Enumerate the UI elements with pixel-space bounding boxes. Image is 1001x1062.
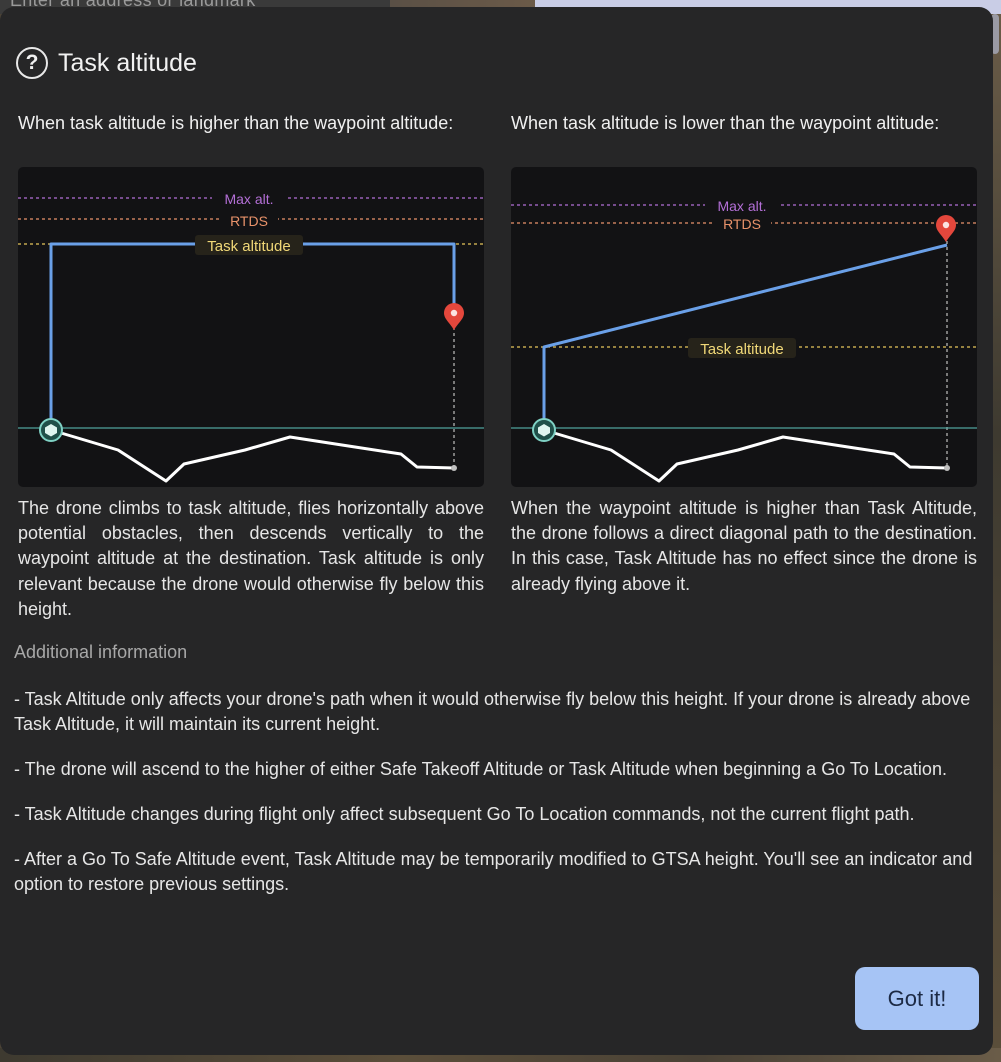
got-it-button[interactable]: Got it! [855, 967, 979, 1030]
task-alt-label: Task altitude [207, 238, 290, 255]
diagram-background [18, 167, 484, 487]
task-alt-label: Task altitude [700, 341, 783, 358]
left-description: The drone climbs to task altitude, flies… [18, 498, 484, 619]
background-search-text: Enter an address or landmark [10, 0, 256, 10]
max-alt-label: Max alt. [224, 191, 273, 207]
diagram-background [511, 167, 977, 487]
additional-info-title: Additional information [14, 642, 188, 662]
right-heading: When task altitude is lower than the way… [511, 113, 940, 133]
flight-path [49, 242, 456, 430]
waypoint-marker-icon [936, 215, 956, 242]
waypoint-ground-dot [944, 465, 950, 471]
additional-info-list: - Task Altitude only affects your drone'… [14, 687, 980, 917]
rtds-label: RTDS [723, 216, 761, 232]
dialog-title: Task altitude [58, 48, 197, 77]
background-map-edge [991, 14, 1001, 1062]
max-alt-label: Max alt. [717, 198, 766, 214]
right-diagram: Max alt. RTDS Task altitude [511, 167, 977, 487]
dialog-header: ? Task altitude [16, 47, 197, 79]
terrain-line [50, 428, 455, 483]
home-marker-glyph [538, 424, 550, 437]
help-icon: ? [16, 47, 48, 79]
waypoint-marker-icon [444, 303, 464, 330]
higher-task-altitude-section: When task altitude is higher than the wa… [18, 111, 484, 622]
background-scrollbar[interactable] [991, 14, 999, 54]
waypoint-ground-dot [451, 465, 457, 471]
terrain-line [543, 428, 948, 483]
right-description: When the waypoint altitude is higher tha… [511, 498, 977, 594]
info-item: - The drone will ascend to the higher of… [14, 759, 947, 779]
left-diagram: Max alt. RTDS Task altitude [18, 167, 484, 487]
task-altitude-dialog: ? Task altitude When task altitude is hi… [0, 7, 993, 1055]
lower-task-altitude-section: When task altitude is lower than the way… [511, 111, 977, 597]
left-heading: When task altitude is higher than the wa… [18, 113, 454, 133]
flight-path [542, 243, 948, 430]
info-item: - Task Altitude changes during flight on… [14, 804, 915, 824]
info-item: - After a Go To Safe Altitude event, Tas… [14, 849, 973, 894]
info-item: - Task Altitude only affects your drone'… [14, 689, 971, 734]
rtds-label: RTDS [230, 213, 268, 229]
home-marker-glyph [45, 424, 57, 437]
